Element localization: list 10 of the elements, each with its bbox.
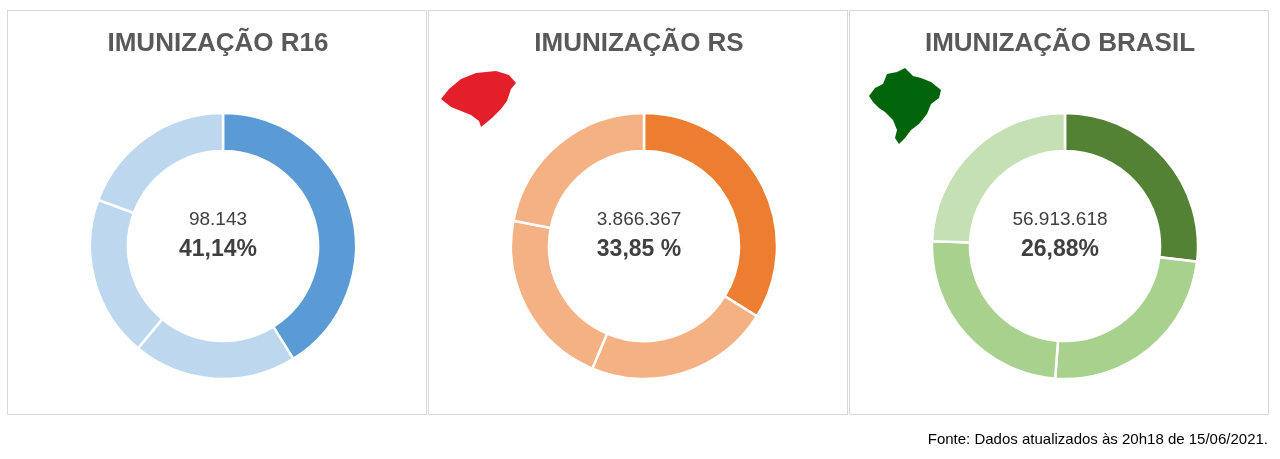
text: 41,14%	[178, 235, 257, 261]
chart-title: IMUNIZAÇÃO R16	[107, 27, 329, 57]
text: 98.143	[188, 208, 248, 229]
chart-title: IMUNIZAÇÃO BRASIL	[924, 27, 1196, 57]
text: 3.866.367	[596, 208, 682, 229]
source-note: Fonte: Dados atualizados às 20h18 de 15/06/2021.	[927, 430, 1268, 447]
chart-title: IMUNIZAÇÃO RS	[534, 27, 744, 57]
text: 56.913.618	[1012, 208, 1108, 229]
text: 33,85 %	[596, 235, 682, 261]
text: 26,88%	[1020, 235, 1099, 261]
